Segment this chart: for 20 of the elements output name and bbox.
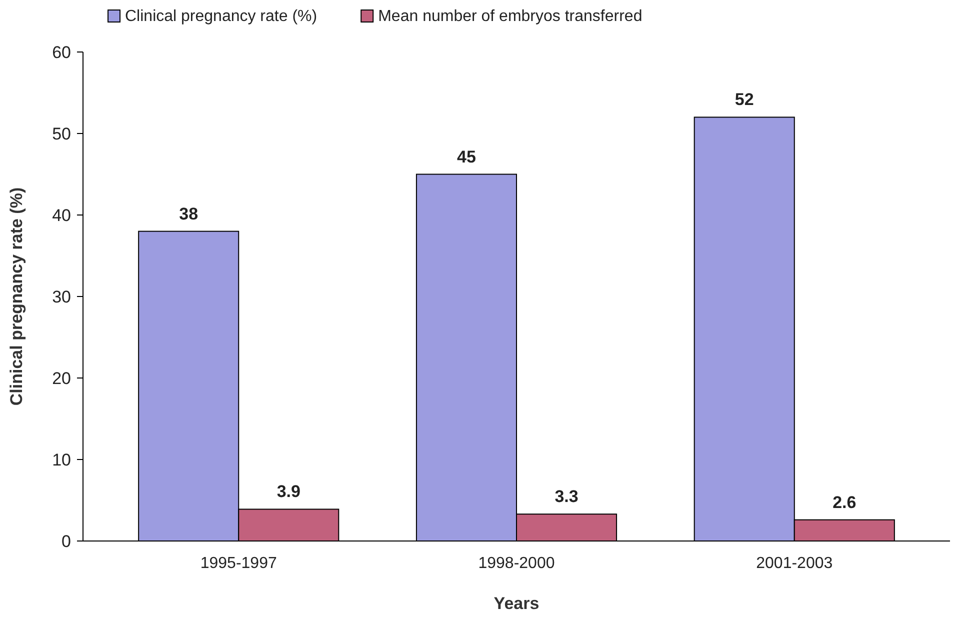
data-label: 45 (457, 147, 476, 166)
x-tick-label: 2001-2003 (756, 555, 833, 572)
data-label: 52 (734, 90, 754, 110)
y-axis-title: Clinical pregnancy rate (%) (7, 187, 26, 406)
y-tick-label: 20 (52, 368, 71, 388)
x-tick-label: 1998-2000 (478, 555, 555, 572)
y-tick-label: 40 (52, 206, 71, 225)
y-tick-label: 30 (52, 287, 71, 306)
legend-label: Clinical pregnancy rate (%) (125, 8, 318, 25)
data-label: 3.3 (554, 487, 578, 506)
y-tick-label: 10 (52, 450, 71, 470)
legend-label: Mean number of embryos transferred (378, 8, 642, 25)
x-tick-label: 1995-1997 (200, 555, 277, 572)
y-tick-label: 0 (62, 532, 71, 551)
y-tick-label: 60 (52, 42, 71, 62)
data-label: 2.6 (832, 492, 856, 512)
y-tick-label: 50 (52, 124, 71, 144)
data-label: 3.9 (276, 482, 300, 502)
data-label: 38 (179, 204, 198, 224)
x-axis-title: Years (494, 594, 540, 613)
